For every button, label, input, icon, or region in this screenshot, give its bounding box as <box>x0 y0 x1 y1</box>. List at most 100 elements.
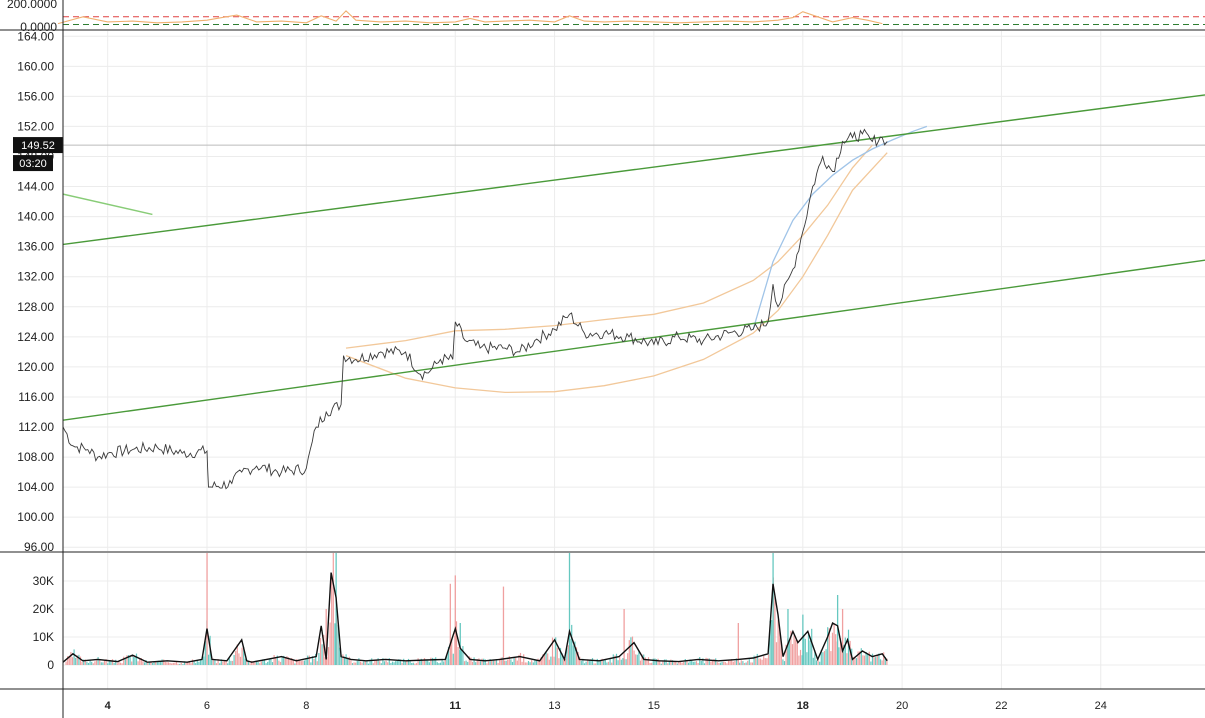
volume-bar <box>883 652 885 665</box>
volume-bar <box>118 661 120 665</box>
volume-bar <box>817 658 819 665</box>
volume-bar <box>414 663 416 665</box>
volume-bar <box>345 654 347 665</box>
volume-bar <box>724 662 726 665</box>
volume-bar <box>563 658 565 665</box>
volume-bar <box>177 663 179 665</box>
volume-bar <box>279 661 282 665</box>
volume-bar <box>647 657 650 665</box>
volume-bar <box>884 657 886 665</box>
volume-bar <box>755 656 757 665</box>
price-tick-label-7: 136.00 <box>17 240 54 254</box>
volume-bar <box>281 656 283 665</box>
volume-bar <box>667 663 669 665</box>
volume-bar <box>86 661 88 665</box>
volume-bar <box>531 659 533 665</box>
volume-bar <box>630 637 632 665</box>
volume-bar <box>275 658 277 665</box>
volume-bar <box>513 658 515 665</box>
volume-bar <box>790 630 792 665</box>
volume-bar <box>295 659 298 665</box>
volume-bar <box>302 660 304 665</box>
volume-bar <box>476 659 478 665</box>
volume-bar <box>67 656 69 665</box>
price-tick-label-1: 160.00 <box>17 59 54 73</box>
volume-bar <box>233 655 235 665</box>
volume-bar <box>228 658 230 665</box>
volume-bar <box>159 661 162 665</box>
volume-bar <box>244 658 246 665</box>
volume-bar <box>115 659 117 665</box>
volume-bar <box>695 661 698 665</box>
volume-bar <box>439 662 442 665</box>
volume-bar <box>355 662 357 665</box>
volume-bar <box>673 661 675 665</box>
price-panel[interactable]: 164.00160.00156.00152.00148.00144.00140.… <box>0 29 1205 554</box>
volume-bar <box>179 663 181 665</box>
volume-bar <box>561 653 563 665</box>
volume-bar <box>777 619 779 665</box>
volume-bar <box>475 662 477 665</box>
volume-bar <box>100 662 102 665</box>
volume-bar <box>571 624 573 665</box>
volume-bar <box>811 628 813 665</box>
volume-bar <box>323 634 325 665</box>
volume-bar <box>143 662 146 665</box>
price-tick-label-3: 152.00 <box>17 119 54 133</box>
volume-spike-bar-8 <box>623 609 625 665</box>
volume-bar <box>415 663 418 665</box>
volume-bar <box>577 652 579 665</box>
volume-spike-bar-2 <box>335 553 337 665</box>
volume-bar <box>830 651 832 665</box>
volume-bar <box>369 659 371 665</box>
volume-bar <box>670 659 672 665</box>
volume-bar <box>119 662 122 665</box>
volume-bar <box>705 657 707 665</box>
volume-bar <box>420 658 422 665</box>
volume-bar <box>356 660 358 665</box>
volume-bar <box>649 663 651 665</box>
volume-bar <box>839 638 842 665</box>
volume-bar <box>651 662 653 665</box>
volume-bar <box>635 654 637 665</box>
volume-bar <box>169 662 171 665</box>
volume-bar <box>238 653 240 665</box>
volume-bar <box>844 637 846 665</box>
volume-bar <box>319 637 322 665</box>
x-tick-label-6: 18 <box>797 700 809 712</box>
volume-bar <box>558 658 560 665</box>
volume-bar <box>801 655 803 665</box>
volume-bar <box>75 657 77 665</box>
volume-bar <box>870 661 872 665</box>
volume-bar <box>390 663 392 665</box>
volume-bar <box>750 662 752 665</box>
volume-bar <box>542 654 544 665</box>
volume-bar <box>641 654 643 665</box>
volume-bar <box>187 662 189 665</box>
volume-bar <box>195 663 197 665</box>
volume-bar <box>596 658 598 665</box>
volume-bar <box>220 659 222 665</box>
volume-bar <box>497 662 499 665</box>
volume-bar <box>374 660 376 665</box>
volume-bar <box>71 657 74 665</box>
volume-bar <box>452 653 454 665</box>
volume-bar <box>734 661 736 665</box>
volume-bar <box>265 663 267 665</box>
volume-bar <box>391 661 394 665</box>
volume-bar <box>751 662 754 665</box>
volume-bar <box>182 664 184 665</box>
volume-bar <box>113 662 115 665</box>
volume-bar <box>535 659 538 665</box>
volume-bar <box>468 656 470 665</box>
volume-bar <box>430 657 432 665</box>
volume-bar <box>585 661 587 665</box>
volume-bar <box>212 658 214 665</box>
volume-bar <box>327 647 330 665</box>
volume-bar <box>774 596 776 665</box>
volume-bar <box>247 661 250 665</box>
volume-bar <box>388 658 390 665</box>
volume-bar <box>859 651 861 665</box>
